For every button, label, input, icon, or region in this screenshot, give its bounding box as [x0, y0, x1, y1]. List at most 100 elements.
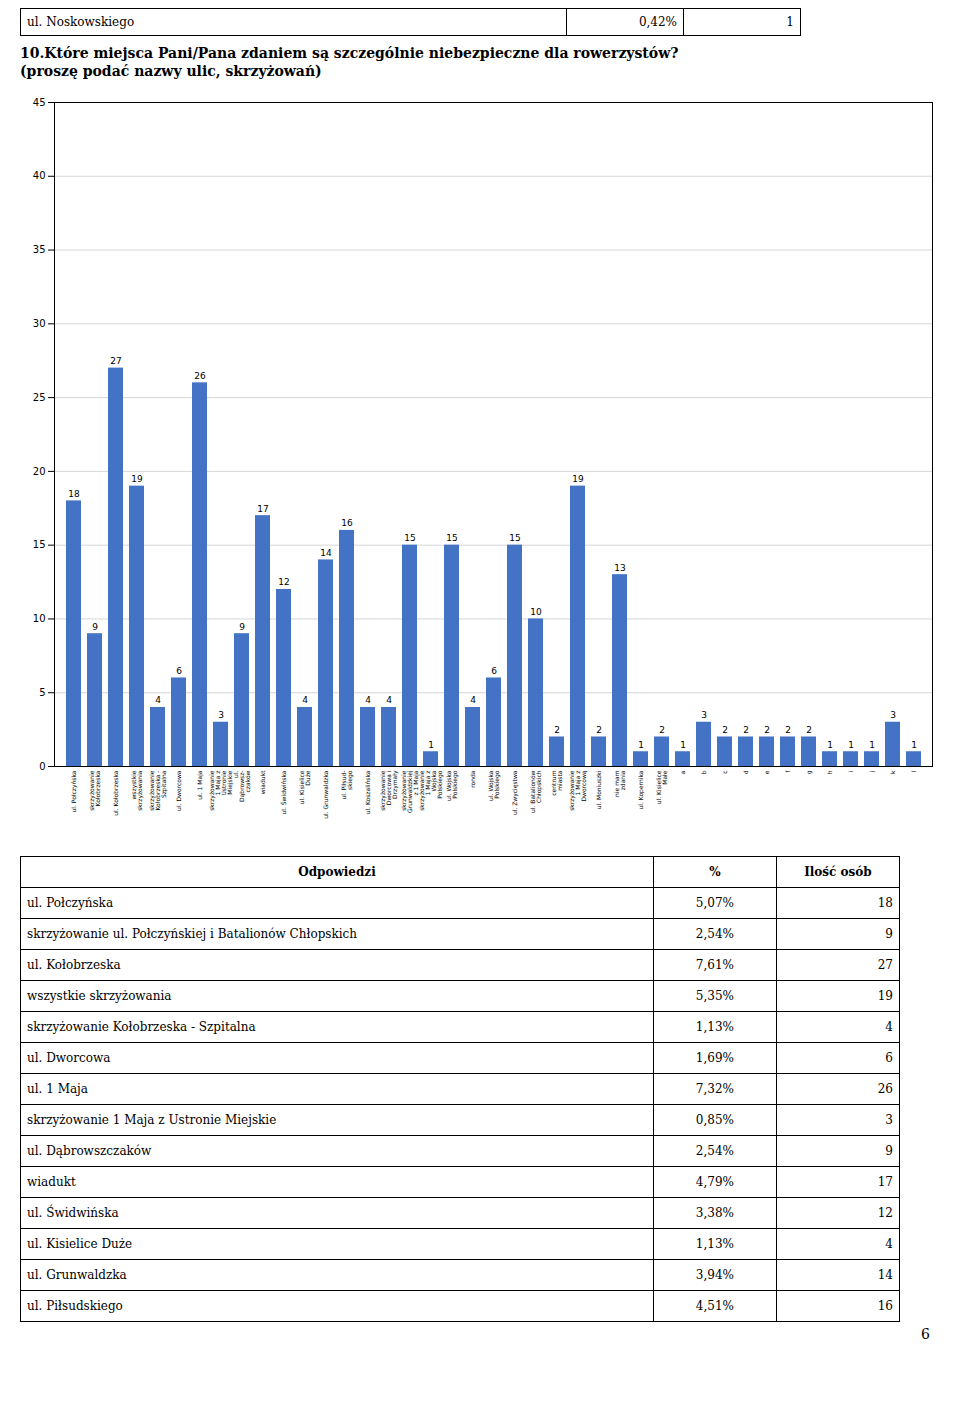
svg-text:9: 9 [239, 622, 245, 632]
svg-text:14: 14 [320, 548, 332, 558]
svg-text:2: 2 [659, 725, 665, 735]
svg-text:centrummiasta: centrummiasta [550, 770, 563, 796]
svg-text:skrzyżowanie1 Maja zWojskaPols: skrzyżowanie1 Maja zWojskaPolskiego [418, 770, 444, 811]
svg-text:ul. Grunwaldzka: ul. Grunwaldzka [322, 770, 329, 819]
html-text:Ilość osób: Ilość osób [804, 865, 872, 879]
svg-text:0: 0 [39, 761, 45, 772]
svg-text:wszystkieskrzyżowania: wszystkieskrzyżowania [130, 770, 144, 811]
svg-text:2: 2 [785, 725, 791, 735]
svg-text:nie mamzdania: nie mamzdania [613, 770, 626, 797]
svg-text:ul. WojskaPolskiego: ul. WojskaPolskiego [487, 770, 501, 801]
svg-text:ul. Połczyńska: ul. Połczyńska [70, 770, 78, 812]
svg-text:skrzyżowanieDworcowa iDrzymały: skrzyżowanieDworcowa iDrzymały [379, 770, 399, 811]
svg-text:ul. Koszalińska: ul. Koszalińska [364, 770, 371, 814]
svg-text:ul. Kopernika: ul. Kopernika [637, 770, 645, 809]
svg-text:skrzyżowanieKołobrzeska -Szpit: skrzyżowanieKołobrzeska -Szpitalna [148, 770, 168, 811]
svg-text:ul. Dworcowa: ul. Dworcowa [175, 770, 182, 811]
svg-text:10: 10 [33, 613, 46, 624]
svg-text:2: 2 [722, 725, 728, 735]
svg-text:2: 2 [806, 725, 812, 735]
svg-text:15: 15 [446, 533, 457, 543]
svg-text:4: 4 [365, 695, 371, 705]
svg-text:e: e [763, 770, 770, 774]
svg-text:d: d [742, 770, 749, 774]
svg-text:35: 35 [33, 244, 46, 255]
svg-text:30: 30 [33, 318, 46, 329]
svg-text:c: c [721, 771, 728, 774]
svg-text:4: 4 [470, 695, 476, 705]
html-text:5,07%: 5,07% [695, 896, 734, 910]
svg-text:ul. Zwycięstwa: ul. Zwycięstwa [511, 770, 519, 815]
svg-text:20: 20 [33, 466, 46, 477]
svg-text:1: 1 [638, 740, 644, 750]
svg-text:l: l [910, 770, 917, 772]
svg-text:skrzyżowanie1 Maja zUstronieMi: skrzyżowanie1 Maja zUstronieMiejskie [208, 770, 234, 811]
svg-text:f: f [784, 770, 791, 773]
svg-text:skrzyżowanie1 Maja zDworcową: skrzyżowanie1 Maja zDworcową [568, 770, 588, 811]
svg-text:25: 25 [33, 392, 46, 403]
svg-text:a: a [679, 770, 686, 774]
svg-text:10: 10 [530, 607, 542, 617]
svg-text:27: 27 [110, 356, 121, 366]
svg-text:1: 1 [428, 740, 434, 750]
svg-text:1: 1 [848, 740, 854, 750]
svg-text:15: 15 [404, 533, 415, 543]
svg-text:wiadukt: wiadukt [259, 770, 266, 794]
svg-text:13: 13 [614, 563, 625, 573]
svg-text:5: 5 [39, 687, 45, 698]
svg-text:26: 26 [194, 371, 206, 381]
svg-text:19: 19 [572, 474, 584, 484]
svg-text:1: 1 [680, 740, 686, 750]
html-text:ul. Noskowskiego: ul. Noskowskiego [27, 15, 135, 29]
svg-text:ul. Świdwińska: ul. Świdwińska [280, 770, 287, 814]
svg-text:1: 1 [827, 740, 833, 750]
svg-text:18: 18 [68, 489, 80, 499]
svg-text:45: 45 [33, 97, 46, 108]
svg-text:15: 15 [509, 533, 520, 543]
html-text:(proszę podać nazwy ulic, skrz: (proszę podać nazwy ulic, skrzyżowań) [20, 63, 322, 79]
svg-text:k: k [889, 770, 896, 774]
html-text:0,42%: 0,42% [638, 15, 677, 29]
html-text:Odpowiedzi: Odpowiedzi [298, 865, 376, 879]
svg-text:i: i [847, 770, 854, 772]
svg-text:3: 3 [218, 710, 224, 720]
svg-text:4: 4 [155, 695, 161, 705]
html-text:10.Które miejsca Pani/Pana zda: 10.Które miejsca Pani/Pana zdaniem są sz… [20, 45, 679, 61]
svg-text:ul. 1 Maja: ul. 1 Maja [196, 770, 204, 800]
svg-text:g: g [805, 770, 813, 774]
svg-text:12: 12 [278, 577, 289, 587]
html-text:ul. Połczyńska: ul. Połczyńska [27, 896, 113, 910]
svg-text:2: 2 [554, 725, 560, 735]
svg-text:15: 15 [33, 539, 46, 550]
svg-text:ul. Piłsud-skiego: ul. Piłsud-skiego [340, 770, 354, 799]
svg-text:6: 6 [176, 666, 182, 676]
svg-text:ronda: ronda [469, 770, 476, 788]
svg-text:ul. BatalionówChłopskich: ul. BatalionówChłopskich [529, 770, 543, 813]
svg-text:2: 2 [764, 725, 770, 735]
svg-text:ul. Kołobrzeska: ul. Kołobrzeska [112, 770, 119, 816]
svg-text:9: 9 [92, 622, 98, 632]
svg-text:16: 16 [341, 518, 353, 528]
svg-text:ul.Dąbrowsz-czaków: ul.Dąbrowsz-czaków [232, 770, 251, 802]
svg-text:1: 1 [911, 740, 917, 750]
svg-text:40: 40 [33, 170, 46, 181]
svg-text:6: 6 [491, 666, 497, 676]
svg-text:j: j [868, 770, 876, 773]
svg-text:ul. WojskaPolskiego: ul. WojskaPolskiego [445, 770, 459, 801]
svg-text:2: 2 [743, 725, 749, 735]
svg-text:4: 4 [386, 695, 392, 705]
svg-text:17: 17 [257, 504, 268, 514]
svg-text:skrzyżowanieGrunwaldzkiejz 1 M: skrzyżowanieGrunwaldzkiejz 1 Maja [400, 770, 420, 813]
svg-text:skrzyżowanieKołobrzeska: skrzyżowanieKołobrzeska [88, 770, 101, 811]
svg-text:h: h [826, 770, 833, 774]
svg-text:3: 3 [890, 710, 896, 720]
svg-text:1: 1 [869, 740, 875, 750]
svg-text:19: 19 [131, 474, 143, 484]
svg-text:ul. KisieliceDuże: ul. KisieliceDuże [298, 770, 311, 804]
svg-text:3: 3 [701, 710, 707, 720]
svg-text:2: 2 [596, 725, 602, 735]
svg-text:ul. KisieliceMałe: ul. KisieliceMałe [655, 770, 668, 804]
svg-text:ul. Moniuszki: ul. Moniuszki [595, 770, 602, 809]
svg-text:4: 4 [302, 695, 308, 705]
svg-text:b: b [700, 770, 707, 774]
